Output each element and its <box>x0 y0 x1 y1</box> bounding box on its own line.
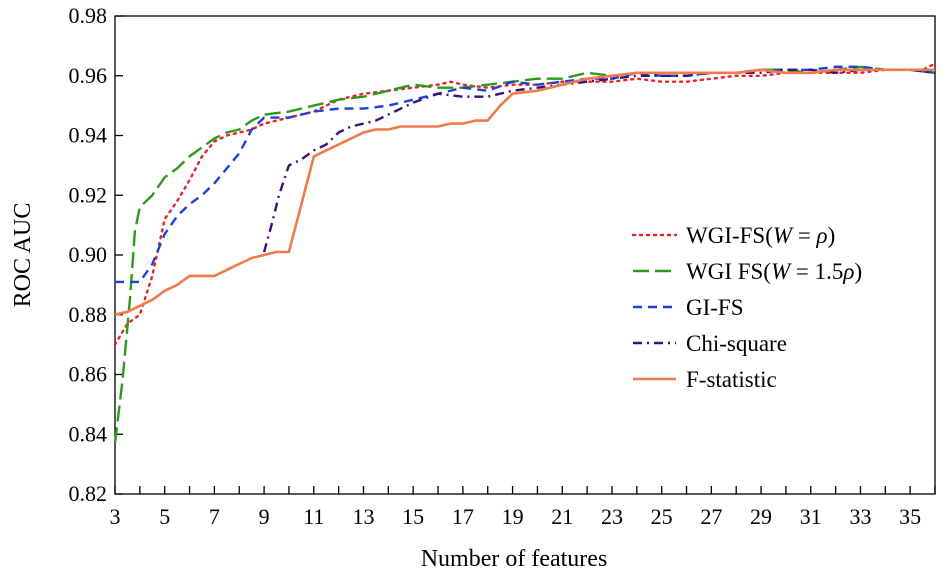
x-tick-label: 21 <box>551 504 573 529</box>
series-line-wgi-fs-w-1-5 <box>113 65 936 444</box>
y-tick-label: 0.86 <box>69 362 108 387</box>
x-tick-label: 31 <box>800 504 822 529</box>
x-axis-title: Number of features <box>421 546 608 572</box>
x-tick-label: 13 <box>352 504 374 529</box>
x-tick-label: 19 <box>502 504 524 529</box>
y-tick-label: 0.92 <box>69 182 108 207</box>
plot-frame <box>114 15 936 495</box>
y-tick-label: 0.88 <box>69 302 108 327</box>
legend-label: WGI FS(W = 1.5ρ) <box>686 259 862 284</box>
legend-label-part: = 1.5 <box>790 259 843 284</box>
legend-label: GI-FS <box>686 295 744 320</box>
x-tick-label: 17 <box>452 504 474 529</box>
y-tick-label: 0.90 <box>69 242 108 267</box>
y-axis: 0.82 0.84 0.86 0.88 0.90 0.92 0.94 0.96 0.98 <box>69 3 123 506</box>
x-tick-label: 9 <box>259 504 270 529</box>
legend-label-part: Chi-square <box>686 331 787 356</box>
x-tick-label: 29 <box>750 504 772 529</box>
legend-label-part: W <box>773 223 794 248</box>
x-tick-label: 7 <box>209 504 220 529</box>
series-line-wgi-fs-w <box>113 62 937 346</box>
y-tick-label: 0.84 <box>69 421 108 446</box>
x-tick-label: 23 <box>601 504 623 529</box>
x-tick-label: 33 <box>849 504 871 529</box>
legend-label-part: WGI-FS( <box>686 223 773 248</box>
legend-label-part: WGI FS( <box>686 259 771 284</box>
legend-label-part: ρ <box>816 223 828 248</box>
x-tick-label: 15 <box>402 504 424 529</box>
legend-label: F-statistic <box>686 367 777 392</box>
legend-label-part: F-statistic <box>686 367 777 392</box>
x-tick-label: 3 <box>110 504 121 529</box>
x-tick-label: 25 <box>651 504 673 529</box>
y-tick-label: 0.82 <box>69 481 108 506</box>
legend: WGI-FS(W = ρ)WGI FS(W = 1.5ρ)GI-FSChi-sq… <box>631 223 862 392</box>
legend-label-part: W <box>771 259 792 284</box>
x-tick-label: 11 <box>303 504 324 529</box>
y-axis-title: ROC AUC <box>10 203 36 308</box>
y-tick-label: 0.98 <box>69 3 108 28</box>
series-line-chi-square <box>262 68 936 253</box>
legend-label-part: ) <box>854 259 862 284</box>
x-tick-label: 35 <box>899 504 921 529</box>
legend-label: Chi-square <box>686 331 787 356</box>
x-tick-label: 5 <box>159 504 170 529</box>
legend-label-part: ) <box>828 223 836 248</box>
series-layer <box>113 62 937 444</box>
plot-area-border <box>114 15 936 495</box>
legend-label-part: ρ <box>842 259 854 284</box>
x-axis: 3 5 7 9 11 13 15 17 19 21 23 25 27 29 31 33 35 <box>110 486 936 529</box>
legend-label-part: GI-FS <box>686 295 744 320</box>
series-line-f-statistic <box>114 68 935 316</box>
legend-label-part: = <box>792 223 816 248</box>
y-tick-label: 0.96 <box>69 63 108 88</box>
legend-label: WGI-FS(W = ρ) <box>686 223 835 248</box>
x-tick-label: 27 <box>700 504 722 529</box>
series-line-gi-fs <box>115 65 936 284</box>
y-tick-label: 0.94 <box>69 123 108 148</box>
